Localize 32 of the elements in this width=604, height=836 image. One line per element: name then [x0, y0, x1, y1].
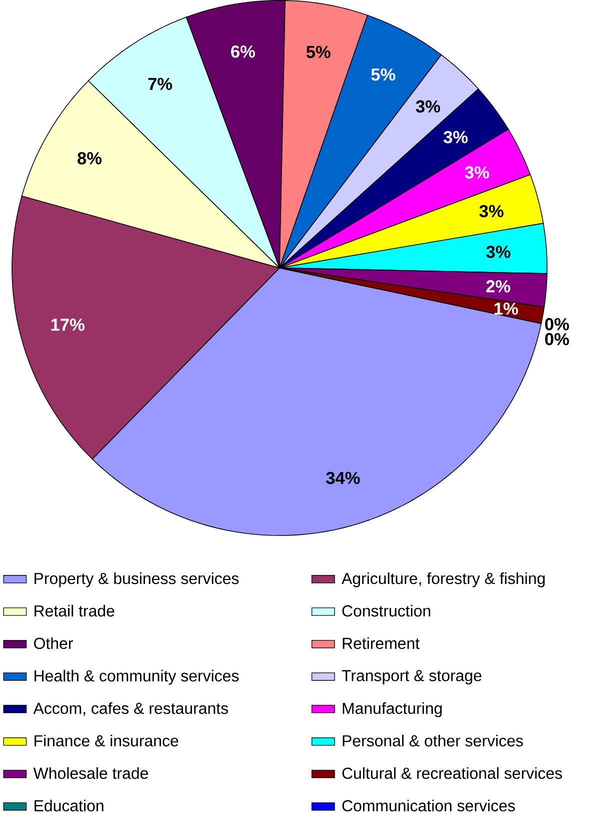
- data-label: 6%: [231, 45, 255, 58]
- legend-label: Transport & storage: [342, 670, 482, 684]
- data-label: 8%: [78, 152, 102, 164]
- legend-label: Communication services: [342, 800, 515, 812]
- legend-label: Construction: [342, 604, 430, 617]
- text: 0%: [545, 318, 569, 330]
- data-label: 3%: [444, 130, 468, 144]
- legend-label: Accom, cafes & restaurants: [33, 702, 228, 716]
- legend-label: Other: [34, 637, 73, 650]
- legend-label: Wholesale trade: [33, 767, 148, 779]
- legend-label: Retail trade: [34, 604, 114, 617]
- data-label: 2%: [486, 280, 510, 292]
- data-label: 3%: [479, 205, 504, 218]
- data-label: 5%: [306, 46, 330, 58]
- data-label: 3%: [416, 100, 440, 113]
- data-label: 3%: [464, 166, 490, 179]
- data-label: 7%: [148, 78, 172, 90]
- legend-label: Retirement: [342, 637, 420, 650]
- legend-label: Manufacturing: [342, 702, 442, 718]
- legend-label: Property & business services: [34, 572, 239, 588]
- data-label: 17%: [51, 318, 84, 331]
- data-label: 5%: [371, 68, 396, 81]
- legend-label: Cultural & recreational services: [342, 767, 562, 779]
- data-label: 34%: [326, 472, 360, 484]
- legend-label: Agriculture, forestry & fishing: [342, 572, 545, 588]
- legend-label: Personal & other services: [342, 734, 523, 746]
- text: 0%: [545, 333, 569, 346]
- data-label: 3%: [486, 246, 510, 258]
- data-label: 1%: [494, 302, 518, 315]
- legend-label: Education: [34, 800, 104, 812]
- legend-label: Finance & insurance: [34, 734, 178, 746]
- legend-label: Health & community services: [34, 670, 239, 685]
